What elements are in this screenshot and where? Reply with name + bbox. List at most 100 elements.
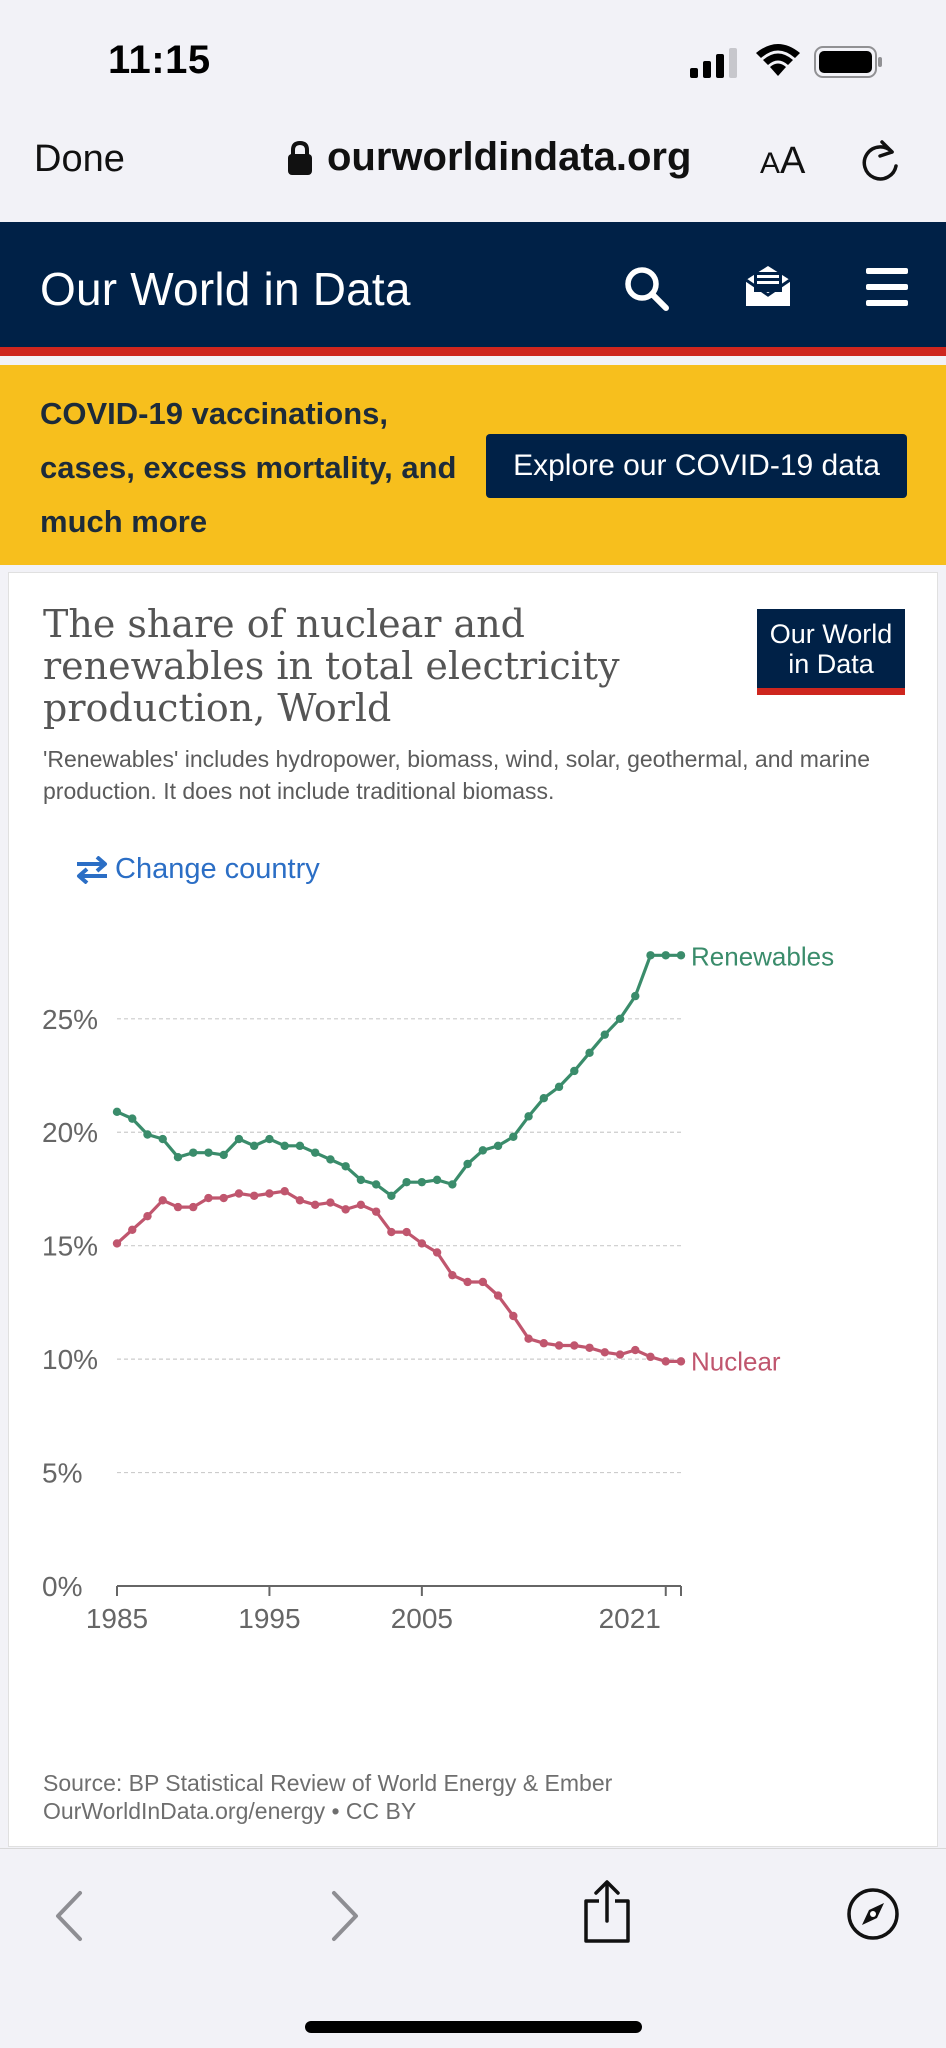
series-label-renewables: Renewables: [691, 941, 834, 971]
line-chart: 0% 5% 10% 15% 20% 25% 1985 1995 2005 2021 Renewabl…: [42, 941, 834, 1634]
text-size-small-glyph: A: [760, 147, 781, 180]
done-button[interactable]: Done: [34, 138, 125, 180]
series-line-nuclear: [115, 1189, 681, 1363]
x-tick-label: 1985: [86, 1603, 148, 1634]
chart-subtitle: 'Renewables' includes hydropower, biomas…: [43, 746, 871, 804]
compass-icon[interactable]: [846, 1887, 900, 1941]
data-point-nuclear: [570, 1341, 579, 1350]
data-point-nuclear: [234, 1189, 244, 1198]
data-point-nuclear: [432, 1248, 442, 1257]
data-point-nuclear: [158, 1196, 167, 1205]
data-point-renewables: [493, 1141, 503, 1151]
battery-icon: [814, 46, 882, 78]
y-tick-label: 15%: [42, 1231, 98, 1262]
owid-logo-line2: in Data: [788, 649, 874, 679]
data-point-nuclear: [615, 1350, 625, 1359]
data-point-nuclear: [249, 1191, 259, 1200]
data-point-renewables: [371, 1180, 381, 1189]
data-point-renewables: [143, 1130, 152, 1139]
data-point-renewables: [600, 1030, 609, 1039]
data-point-renewables: [646, 951, 655, 960]
newsletter-envelope-icon[interactable]: [744, 262, 792, 310]
owid-logo[interactable]: Our World in Data: [757, 609, 905, 695]
data-point-nuclear: [112, 1239, 122, 1248]
data-point-renewables: [356, 1175, 366, 1185]
data-point-renewables: [280, 1141, 289, 1151]
y-tick-label: 5%: [42, 1458, 82, 1489]
back-chevron-icon[interactable]: [52, 1889, 88, 1943]
y-tick-label: 10%: [42, 1344, 98, 1375]
data-point-nuclear: [371, 1207, 381, 1216]
data-point-nuclear: [524, 1334, 533, 1343]
data-point-renewables: [326, 1155, 335, 1164]
browser-address-bar: Done ourworldindata.org AA: [0, 110, 946, 222]
license-line[interactable]: OurWorldInData.org/energy • CC BY: [43, 1798, 417, 1824]
data-point-nuclear: [661, 1357, 670, 1366]
search-icon[interactable]: [622, 264, 670, 312]
browser-toolbar: [0, 1848, 946, 2048]
source-line[interactable]: Source: BP Statistical Review of World E…: [43, 1770, 613, 1796]
data-point-renewables: [402, 1177, 411, 1187]
text-size-large-glyph: A: [780, 140, 806, 182]
data-point-nuclear: [493, 1291, 503, 1300]
data-point-nuclear: [554, 1341, 564, 1350]
data-point-nuclear: [280, 1187, 289, 1196]
chart-source: Source: BP Statistical Review of World E…: [43, 1769, 903, 1825]
data-point-nuclear: [326, 1198, 335, 1207]
data-point-nuclear: [341, 1205, 350, 1214]
text-size-button[interactable]: AA: [760, 140, 805, 183]
data-point-renewables: [585, 1048, 594, 1058]
data-point-renewables: [234, 1134, 244, 1144]
data-point-nuclear: [417, 1239, 427, 1248]
data-point-renewables: [341, 1162, 350, 1171]
data-point-nuclear: [539, 1339, 549, 1348]
url-text[interactable]: ourworldindata.org: [327, 135, 692, 179]
share-icon[interactable]: [580, 1879, 634, 1945]
data-point-nuclear: [265, 1189, 274, 1198]
data-point-nuclear: [646, 1352, 655, 1362]
data-point-nuclear: [463, 1277, 472, 1287]
home-indicator: [305, 2021, 642, 2033]
y-tick-label: 20%: [42, 1117, 98, 1148]
data-point-nuclear: [387, 1227, 396, 1237]
x-tick-label: 2021: [599, 1603, 661, 1634]
swap-arrows-icon: [77, 855, 107, 884]
change-country-label: Change country: [115, 853, 320, 885]
data-point-renewables: [189, 1148, 198, 1157]
data-point-nuclear: [631, 1345, 640, 1355]
x-tick-label: 2005: [391, 1603, 453, 1634]
reload-icon[interactable]: [858, 138, 902, 186]
site-header: Our World in Data: [0, 222, 946, 356]
data-point-renewables: [554, 1082, 564, 1092]
data-point-renewables: [219, 1150, 228, 1160]
forward-chevron-icon[interactable]: [326, 1889, 362, 1943]
status-bar: 11:15: [0, 0, 946, 110]
menu-icon[interactable]: [866, 268, 908, 306]
change-country-button[interactable]: Change country: [75, 853, 320, 886]
data-point-renewables: [661, 951, 670, 960]
explore-covid-data-button[interactable]: Explore our COVID-19 data: [486, 434, 907, 498]
data-point-nuclear: [173, 1202, 183, 1212]
data-point-renewables: [676, 951, 686, 960]
data-point-nuclear: [204, 1193, 213, 1203]
data-point-renewables: [112, 1107, 122, 1117]
site-logo[interactable]: Our World in Data: [40, 263, 411, 315]
data-point-nuclear: [676, 1357, 686, 1366]
data-point-nuclear: [356, 1200, 366, 1210]
data-point-nuclear: [448, 1270, 457, 1280]
data-point-nuclear: [189, 1202, 198, 1212]
data-point-renewables: [524, 1112, 533, 1121]
data-point-renewables: [204, 1148, 213, 1157]
data-point-renewables: [158, 1134, 167, 1144]
wifi-icon: [756, 44, 800, 76]
data-point-nuclear: [600, 1348, 609, 1357]
data-point-nuclear: [128, 1225, 137, 1234]
data-point-renewables: [448, 1180, 457, 1189]
data-point-renewables: [478, 1146, 488, 1155]
data-point-renewables: [509, 1132, 518, 1141]
data-point-renewables: [432, 1175, 442, 1185]
data-point-nuclear: [478, 1277, 488, 1287]
data-point-nuclear: [219, 1193, 228, 1203]
data-point-renewables: [631, 991, 640, 1001]
series-label-nuclear: Nuclear: [691, 1346, 781, 1376]
